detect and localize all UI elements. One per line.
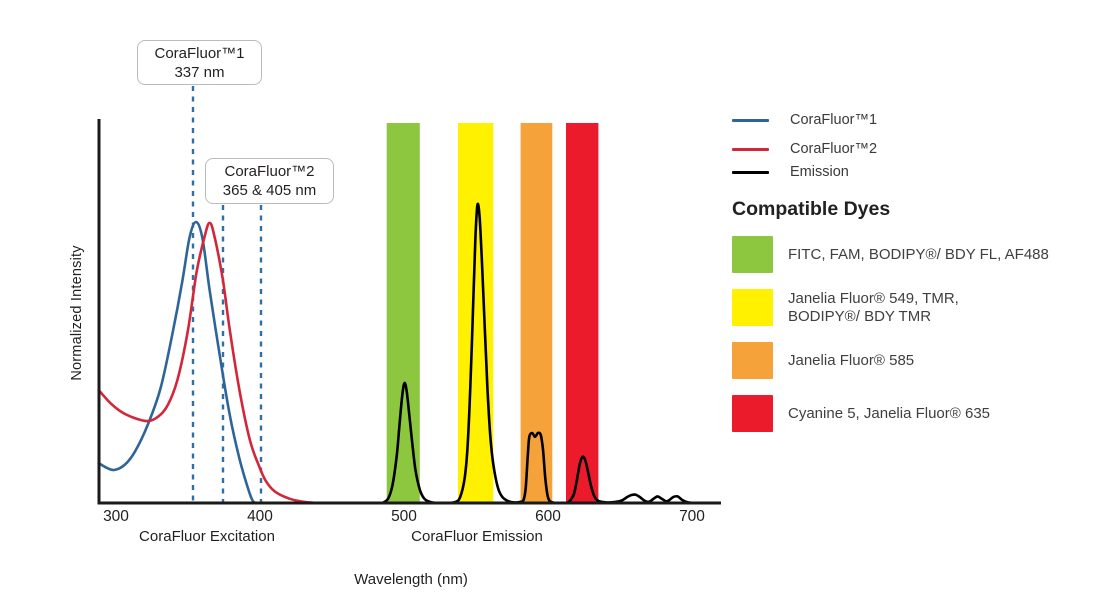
dye-swatch-green (732, 236, 773, 273)
annotation-corafluor2-title: CoraFluor™2 (224, 163, 315, 180)
annotation-corafluor1: CoraFluor™1 337 nm (137, 40, 262, 85)
band-orange (520, 123, 553, 503)
dye-label-orange: Janelia Fluor® 585 (788, 351, 915, 369)
band-red (566, 123, 599, 503)
dye-swatch-orange (732, 342, 773, 379)
legend-label-corafluor2: CoraFluor™2 (790, 141, 878, 157)
curve-corafluor-2 (97, 221, 319, 505)
annotation-corafluor1-value: 337 nm (174, 64, 225, 81)
x-axis-section-excitation: CoraFluor Excitation (139, 528, 275, 545)
x-tick-700: 700 (679, 508, 705, 525)
legend-row-corafluor2: CoraFluor™2 (732, 139, 1102, 159)
compatible-dyes-title: Compatible Dyes (732, 198, 891, 220)
x-axis-section-emission: CoraFluor Emission (411, 528, 543, 545)
legend-row-emission: Emission (732, 162, 1102, 182)
legend-row-corafluor1: CoraFluor™1 (732, 110, 1102, 130)
dye-row-red: Cyanine 5, Janelia Fluor® 635 (732, 395, 1049, 432)
annotation-corafluor2: CoraFluor™2 365 & 405 nm (205, 158, 334, 204)
legend-label-emission: Emission (790, 164, 849, 180)
dye-swatch-yellow (732, 289, 773, 326)
x-tick-300: 300 (103, 508, 129, 525)
dye-row-yellow: Janelia Fluor® 549, TMR, BODIPY®/ BDY TM… (732, 289, 1049, 326)
legend-line-emission-icon (732, 170, 769, 174)
dye-label-green: FITC, FAM, BODIPY®/ BDY FL, AF488 (788, 245, 1049, 263)
band-green (386, 123, 420, 503)
band-yellow (458, 123, 494, 503)
curve-corafluor-1 (97, 220, 258, 505)
x-tick-600: 600 (535, 508, 561, 525)
x-axis-label: Wavelength (nm) (354, 571, 468, 588)
legend-label-corafluor1: CoraFluor™1 (790, 112, 878, 128)
annotation-corafluor2-value: 365 & 405 nm (222, 182, 317, 199)
dye-row-green: FITC, FAM, BODIPY®/ BDY FL, AF488 (732, 236, 1049, 273)
x-tick-500: 500 (391, 508, 417, 525)
annotation-corafluor1-title: CoraFluor™1 (154, 45, 245, 62)
legend-line-corafluor1-icon (732, 118, 769, 122)
legend: CoraFluor™1 CoraFluor™2 Emission (732, 110, 1102, 182)
y-axis-label: Normalized Intensity (69, 245, 85, 381)
x-tick-400: 400 (247, 508, 273, 525)
legend-line-corafluor2-icon (732, 147, 769, 151)
compatible-dyes-list: FITC, FAM, BODIPY®/ BDY FL, AF488 Janeli… (732, 236, 1049, 432)
dye-swatch-red (732, 395, 773, 432)
dye-label-red: Cyanine 5, Janelia Fluor® 635 (788, 404, 991, 422)
dye-row-orange: Janelia Fluor® 585 (732, 342, 1049, 379)
dye-label-yellow: Janelia Fluor® 549, TMR, BODIPY®/ BDY TM… (788, 289, 959, 325)
